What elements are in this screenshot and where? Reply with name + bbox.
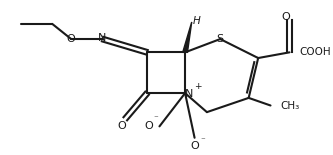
Text: N: N [98,33,107,43]
Text: O: O [190,141,199,151]
Text: O: O [67,34,76,44]
Text: H: H [192,16,200,26]
Text: CH₃: CH₃ [280,101,299,111]
Text: O: O [281,12,290,22]
Text: ⁻: ⁻ [201,136,205,145]
Text: ⁻: ⁻ [153,114,158,123]
Text: O: O [117,121,126,131]
Text: O: O [145,121,154,131]
Text: N: N [185,89,193,99]
Polygon shape [183,22,192,52]
Text: COOH: COOH [299,47,331,57]
Text: S: S [217,34,224,44]
Text: +: + [194,82,201,91]
